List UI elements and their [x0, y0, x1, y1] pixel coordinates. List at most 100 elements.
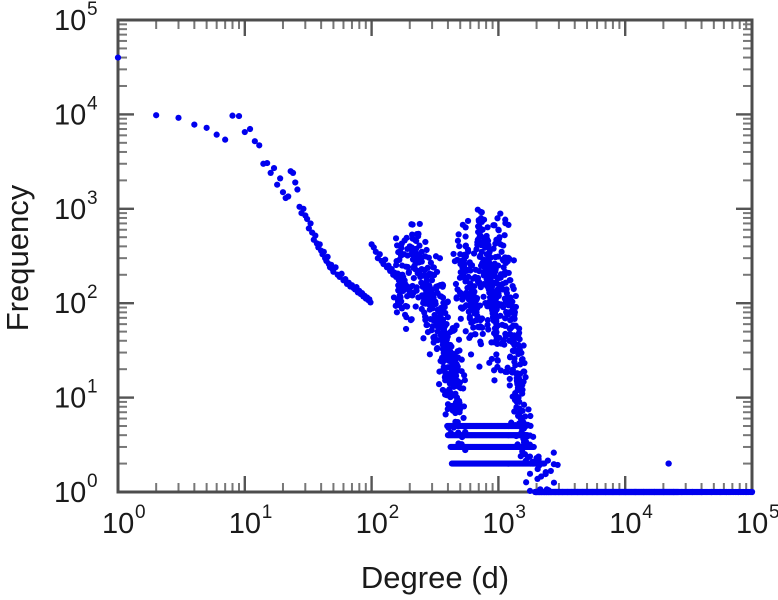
x-tick-label-base: 10 [482, 508, 514, 540]
y-tick-label: 10 5 [54, 0, 98, 37]
data-point [444, 349, 452, 356]
data-point [397, 294, 404, 301]
data-point [494, 215, 501, 222]
data-point [488, 339, 495, 346]
data-point [485, 269, 492, 276]
data-point [457, 315, 464, 322]
data-point [482, 244, 489, 251]
data-point [431, 299, 439, 306]
data-point [461, 377, 468, 384]
data-point [114, 54, 122, 61]
data-point [499, 280, 506, 288]
data-point [519, 390, 526, 397]
data-point [538, 473, 545, 480]
data-point [222, 136, 229, 143]
data-point [491, 377, 498, 384]
data-point [393, 309, 401, 316]
data-point [460, 385, 467, 392]
data-point [511, 358, 518, 366]
data-point [453, 394, 461, 401]
data-point [469, 287, 477, 294]
data-series-cloud [390, 206, 561, 495]
data-point [407, 317, 414, 324]
data-point [422, 238, 429, 246]
data-point [460, 403, 468, 410]
data-point [513, 432, 520, 440]
data-point [506, 375, 513, 383]
data-point [316, 241, 323, 248]
x-tick-label: 10 1 [229, 502, 273, 540]
data-point [404, 245, 411, 253]
data-point [506, 382, 513, 389]
data-point [442, 411, 449, 418]
data-point [476, 253, 483, 260]
x-axis-label: Degree (d) [361, 560, 509, 595]
y-tick-label-exponent: 1 [87, 377, 98, 398]
data-point [478, 315, 486, 322]
data-point [479, 330, 486, 338]
data-point [429, 264, 437, 271]
data-point [426, 306, 433, 313]
data-point [511, 315, 518, 323]
data-point [412, 260, 419, 267]
data-point [418, 258, 425, 265]
data-point [477, 341, 485, 348]
data-point [497, 210, 504, 217]
data-point [426, 351, 433, 358]
data-point [461, 251, 468, 258]
data-point [410, 275, 417, 282]
data-point [424, 264, 431, 271]
data-point [502, 259, 510, 267]
data-point [444, 298, 451, 305]
data-point [502, 315, 509, 322]
data-point [460, 414, 467, 422]
data-point [477, 284, 484, 291]
data-point [502, 216, 509, 223]
data-point [518, 424, 525, 431]
data-point [447, 389, 454, 396]
data-point [435, 381, 443, 388]
data-point [492, 266, 499, 273]
data-point [484, 224, 491, 231]
data-point [213, 131, 220, 138]
data-point [456, 347, 463, 354]
data-point [451, 326, 458, 333]
data-point [449, 372, 457, 379]
data-point [270, 164, 278, 172]
data-point [425, 254, 432, 261]
data-point [460, 257, 468, 264]
data-point [491, 301, 498, 308]
data-point [519, 407, 526, 414]
data-point [442, 354, 449, 361]
y-tick-label-exponent: 4 [87, 93, 98, 114]
data-point [461, 265, 468, 273]
data-point-isolated [665, 460, 672, 467]
data-point [454, 237, 462, 244]
data-point [473, 246, 480, 253]
data-point [394, 242, 401, 249]
data-point [229, 112, 236, 119]
data-point [518, 429, 525, 436]
data-point [292, 179, 299, 186]
data-point [508, 301, 515, 309]
data-point [476, 363, 483, 370]
data-point [480, 216, 488, 223]
data-point [332, 264, 339, 271]
data-point [490, 245, 497, 252]
y-tick-label: 10 2 [54, 282, 98, 320]
data-point [445, 424, 452, 431]
data-point [525, 406, 532, 413]
data-point [484, 317, 491, 324]
data-point [519, 448, 526, 455]
data-point [476, 302, 484, 309]
data-point [499, 304, 507, 311]
data-point [246, 125, 254, 133]
data-point [449, 405, 456, 412]
data-point [412, 303, 419, 310]
data-point [304, 215, 311, 223]
y-tick-label-base: 10 [54, 99, 86, 131]
data-point [537, 486, 544, 493]
data-point [515, 341, 522, 348]
